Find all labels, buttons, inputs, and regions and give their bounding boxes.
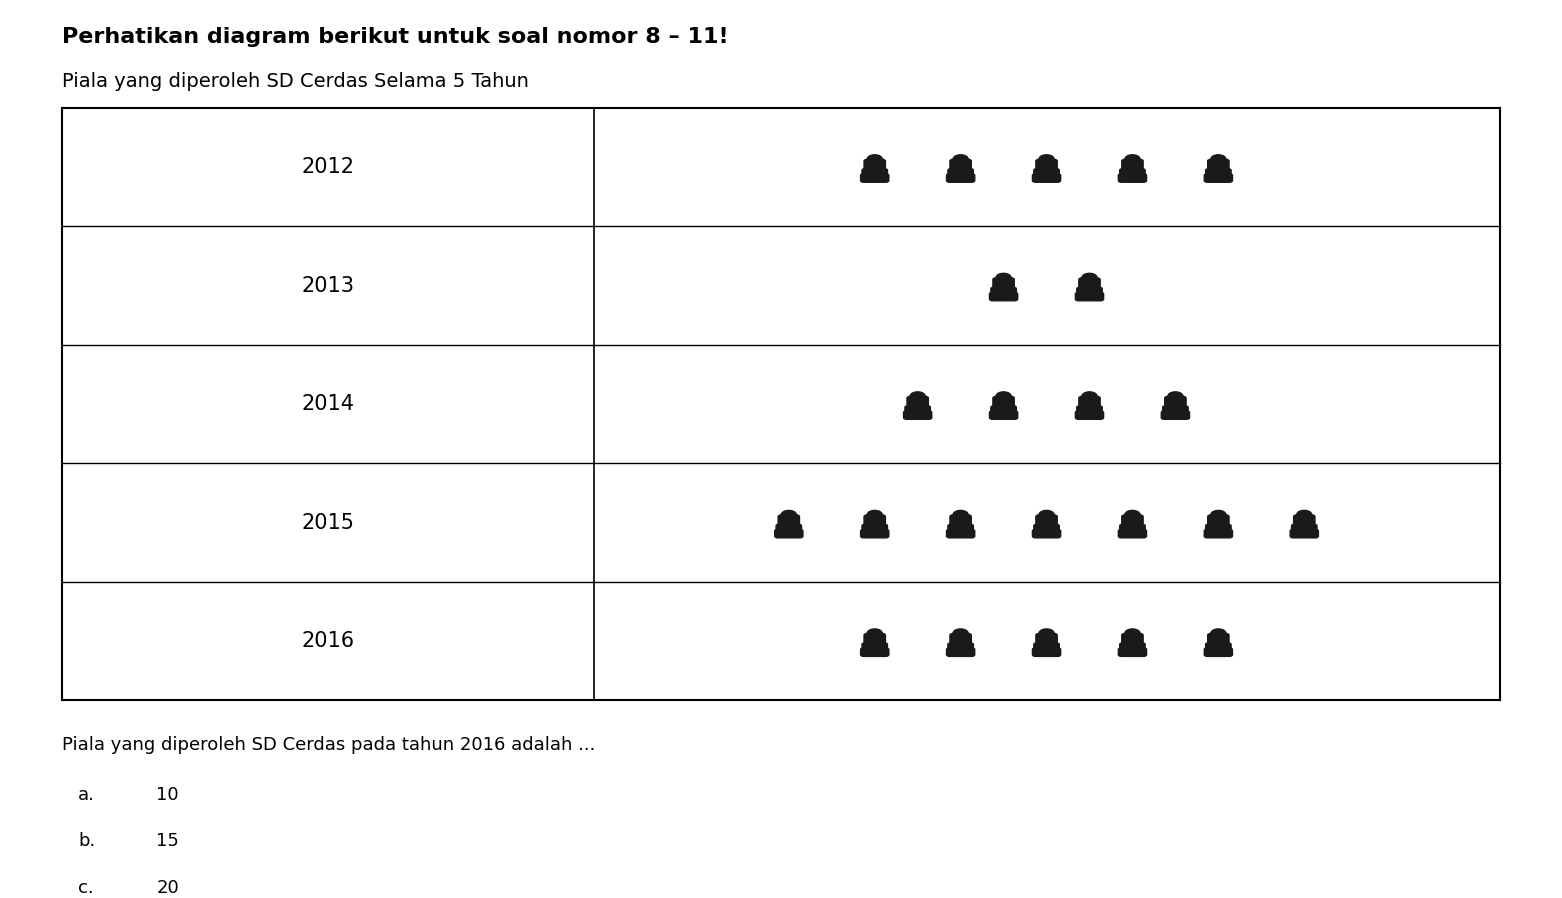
Text: 2013: 2013 (301, 276, 355, 295)
Text: 2015: 2015 (301, 513, 355, 533)
Text: Piala yang diperoleh SD Cerdas pada tahun 2016 adalah ...: Piala yang diperoleh SD Cerdas pada tahu… (62, 736, 595, 754)
Text: 15: 15 (156, 832, 180, 850)
Text: c.: c. (78, 879, 94, 897)
Text: b.: b. (78, 832, 95, 850)
Text: a.: a. (78, 786, 95, 804)
Text: 2014: 2014 (301, 394, 355, 414)
Text: 20: 20 (156, 879, 180, 897)
Text: Piala yang diperoleh SD Cerdas Selama 5 Tahun: Piala yang diperoleh SD Cerdas Selama 5 … (62, 72, 530, 91)
Text: Perhatikan diagram berikut untuk soal nomor 8 – 11!: Perhatikan diagram berikut untuk soal no… (62, 27, 729, 47)
Text: 2016: 2016 (301, 631, 355, 651)
Text: 2012: 2012 (301, 157, 355, 177)
Text: 10: 10 (156, 786, 178, 804)
